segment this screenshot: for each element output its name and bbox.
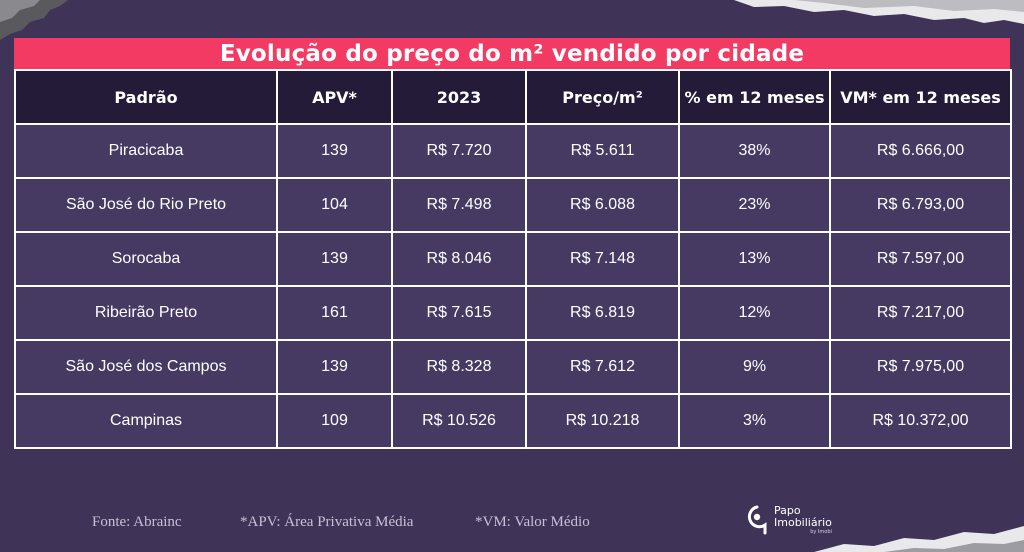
price-2023-cell: R$ 8.328 <box>391 339 527 395</box>
table-row: São José do Rio Preto 104 R$ 7.498 R$ 6.… <box>14 177 1012 233</box>
footer-source: Fonte: Abrainc <box>92 514 182 530</box>
apv-cell: 139 <box>276 339 393 395</box>
price-m2-cell: R$ 5.611 <box>525 123 680 179</box>
column-header: 2023 <box>391 69 527 125</box>
pct-12m-cell: 3% <box>678 393 831 449</box>
pct-12m-cell: 13% <box>678 231 831 287</box>
price-2023-cell: R$ 7.720 <box>391 123 527 179</box>
price-2023-cell: R$ 8.046 <box>391 231 527 287</box>
vm-12m-cell: R$ 6.666,00 <box>829 123 1012 179</box>
vm-12m-cell: R$ 10.372,00 <box>829 393 1012 449</box>
table-row: São José dos Campos 139 R$ 8.328 R$ 7.61… <box>14 339 1012 395</box>
apv-cell: 109 <box>276 393 393 449</box>
logo-sub: by Imobi <box>810 529 832 535</box>
city-cell: Campinas <box>14 393 278 449</box>
logo-line1: Papo <box>774 504 801 517</box>
pct-12m-cell: 12% <box>678 285 831 341</box>
column-header: % em 12 meses <box>678 69 831 125</box>
papo-logo-icon <box>747 505 767 535</box>
table-row: Campinas 109 R$ 10.526 R$ 10.218 3% R$ 1… <box>14 393 1012 449</box>
column-header: Preço/m² <box>525 69 680 125</box>
table-row: Ribeirão Preto 161 R$ 7.615 R$ 6.819 12%… <box>14 285 1012 341</box>
apv-cell: 139 <box>276 123 393 179</box>
vm-12m-cell: R$ 6.793,00 <box>829 177 1012 233</box>
apv-cell: 139 <box>276 231 393 287</box>
price-2023-cell: R$ 10.526 <box>391 393 527 449</box>
torn-paper-corner-top-right <box>734 0 1024 24</box>
city-cell: São José do Rio Preto <box>14 177 278 233</box>
vm-12m-cell: R$ 7.975,00 <box>829 339 1012 395</box>
footer-apv-note: *APV: Área Privativa Média <box>240 514 414 530</box>
torn-paper-corner-top-left <box>0 0 68 40</box>
apv-cell: 161 <box>276 285 393 341</box>
logo-line2: Imobiliário <box>774 516 832 529</box>
apv-cell: 104 <box>276 177 393 233</box>
pct-12m-cell: 38% <box>678 123 831 179</box>
pct-12m-cell: 9% <box>678 339 831 395</box>
pct-12m-cell: 23% <box>678 177 831 233</box>
price-table: Padrão APV* 2023 Preço/m² % em 12 meses … <box>14 69 1012 449</box>
table-row: Sorocaba 139 R$ 8.046 R$ 7.148 13% R$ 7.… <box>14 231 1012 287</box>
table-row: Piracicaba 139 R$ 7.720 R$ 5.611 38% R$ … <box>14 123 1012 179</box>
vm-12m-cell: R$ 7.217,00 <box>829 285 1012 341</box>
column-header: APV* <box>276 69 393 125</box>
price-m2-cell: R$ 10.218 <box>525 393 680 449</box>
table-header-row: Padrão APV* 2023 Preço/m² % em 12 meses … <box>14 69 1012 125</box>
column-header: VM* em 12 meses <box>829 69 1012 125</box>
price-m2-cell: R$ 7.612 <box>525 339 680 395</box>
price-m2-cell: R$ 7.148 <box>525 231 680 287</box>
city-cell: Ribeirão Preto <box>14 285 278 341</box>
city-cell: São José dos Campos <box>14 339 278 395</box>
torn-paper-corner-bottom-right <box>814 526 1024 552</box>
vm-12m-cell: R$ 7.597,00 <box>829 231 1012 287</box>
table-title: Evolução do preço do m² vendido por cida… <box>14 38 1010 69</box>
column-header: Padrão <box>14 69 278 125</box>
price-m2-cell: R$ 6.088 <box>525 177 680 233</box>
price-m2-cell: R$ 6.819 <box>525 285 680 341</box>
papo-imobiliario-logo: Papo Imobiliário by Imobi <box>745 505 832 535</box>
city-cell: Piracicaba <box>14 123 278 179</box>
price-2023-cell: R$ 7.615 <box>391 285 527 341</box>
city-cell: Sorocaba <box>14 231 278 287</box>
price-2023-cell: R$ 7.498 <box>391 177 527 233</box>
footer-vm-note: *VM: Valor Médio <box>475 514 590 530</box>
